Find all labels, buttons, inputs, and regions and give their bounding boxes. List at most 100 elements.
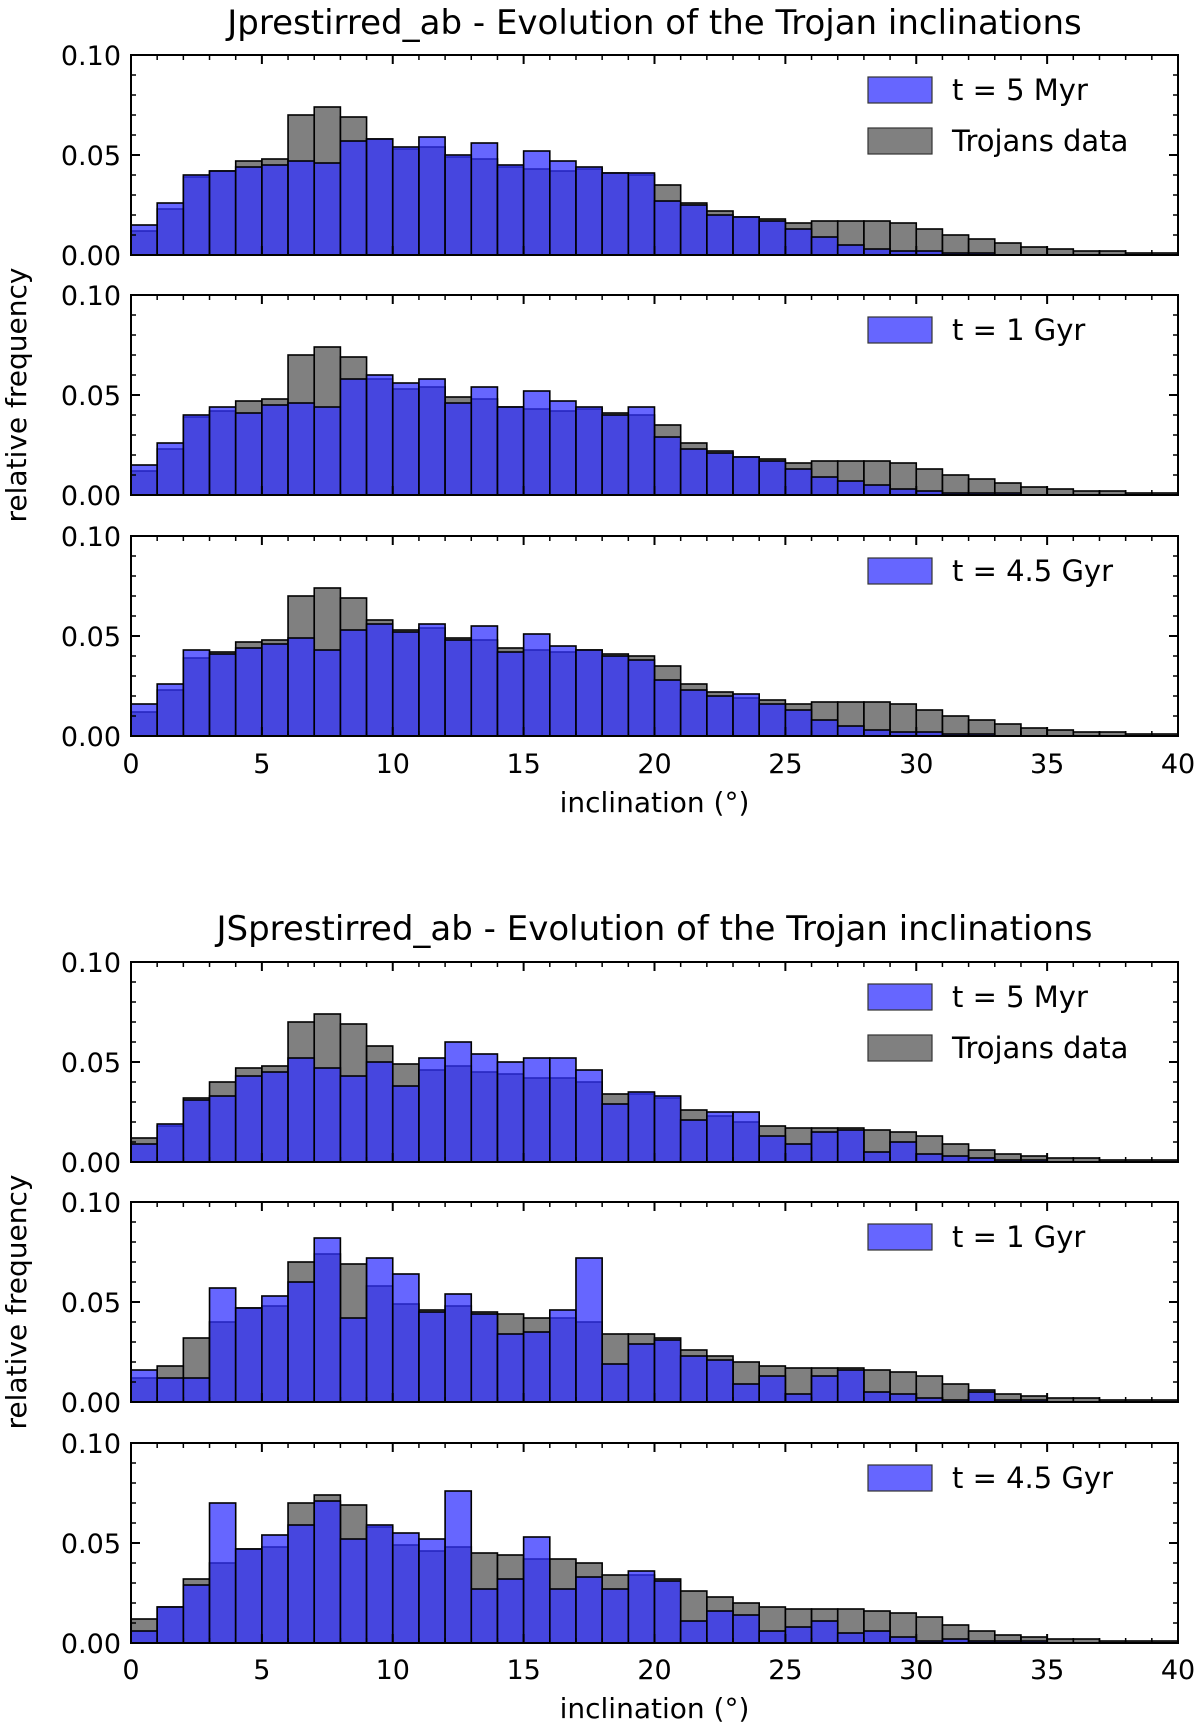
model-bar [496,1061,525,1163]
model-bar [444,1041,473,1163]
model-bar [706,1111,734,1163]
y-tick-label: 0.05 [61,141,121,172]
model-bar [836,1129,865,1163]
model-bar [863,1630,891,1644]
model-bar [522,1536,551,1644]
model-bar [391,1273,420,1403]
model-bar [365,1061,394,1163]
model-bar [391,1532,420,1644]
model-bar [653,1095,682,1163]
model-bar [130,1369,158,1403]
model-bar [758,1135,787,1163]
model-bar [784,1393,813,1403]
model-bar [653,1339,682,1403]
model-bar [627,659,656,737]
model-bar [496,1333,525,1403]
model-bar [208,1287,237,1403]
model-bar [470,1313,499,1403]
model-bar [208,1502,237,1644]
model-bar [339,1317,368,1403]
y-tick-label: 0.05 [61,1288,121,1319]
model-bar [548,1309,577,1403]
model-bar [548,1588,577,1644]
model-bar [758,703,787,737]
model-bar [496,406,525,496]
x-tick-label: 5 [253,1655,270,1686]
model-bar [575,1069,603,1163]
legend-swatch-trojans [867,127,933,155]
model-bar [601,172,630,256]
model-bar [365,1524,394,1644]
model-bar [784,1143,813,1163]
model-bar [889,1393,918,1403]
model-bar [810,1131,839,1163]
model-bar [784,468,813,496]
model-bar [261,1534,289,1644]
legend-swatch-trojans [867,1034,933,1062]
model-bar [261,404,289,496]
model-bar [863,484,891,496]
model-bar [156,1123,185,1163]
model-bar [182,414,211,496]
panel-3: 0.00 0.05 0.10 t = 4.5 Gyr [61,1429,1179,1660]
model-bar [156,442,185,496]
model-bar [418,623,446,737]
model-bar [679,1355,708,1403]
model-bar [313,162,342,256]
model-bar [810,476,839,496]
y-tick-label: 0.10 [61,281,121,312]
x-tick-label: 40 [1161,749,1195,780]
model-bar [601,414,630,496]
model-bar [470,625,499,737]
x-tick-label: 35 [1030,749,1064,780]
legend-label-trojans: Trojans data [951,124,1128,158]
model-bar [679,1620,708,1644]
trojans-bar [941,474,970,496]
panel-1: 0.00 0.05 0.10 t = 5 Myr Trojans data [61,41,1179,272]
model-bar [653,679,682,737]
model-bar [470,1588,499,1644]
model-bar [365,623,394,737]
model-bar [182,1584,211,1644]
y-axis-label: relative frequency [0,268,33,523]
model-bar [575,1576,603,1644]
model-bar [287,160,316,256]
model-bar [784,228,813,256]
panel-2: 0.00 0.05 0.10 t = 1 Gyr [61,1188,1179,1419]
model-bar [182,1099,211,1163]
y-tick-label: 0.05 [61,1048,121,1079]
x-axis-label: inclination (°) [560,1692,750,1725]
model-bar [548,400,577,496]
chart-group-2: JSprestirred_ab - Evolution of the Troja… [0,909,1195,1725]
legend-swatch-model [867,983,933,1011]
model-bar [601,1363,630,1403]
model-bar [758,220,787,256]
model-bar [627,406,656,496]
model-bar [182,649,211,737]
model-bar [444,1490,473,1644]
model-bar [627,1343,656,1403]
x-tick-label: 20 [637,1655,671,1686]
x-tick-label: 5 [253,749,270,780]
panel-1: 0.00 0.05 0.10 t = 5 Myr Trojans data [61,948,1179,1179]
model-bar [130,464,158,496]
y-tick-label: 0.00 [61,241,121,272]
model-bar [522,633,551,737]
model-bar [339,1538,368,1644]
model-bar [418,1311,446,1403]
model-bar [234,1307,263,1403]
model-bar [653,1580,682,1644]
model-bar [889,1141,918,1163]
model-bar [287,1057,316,1163]
model-bar [208,170,237,256]
y-tick-label: 0.10 [61,948,121,979]
legend-label-trojans: Trojans data [951,1031,1128,1065]
model-bar [418,1538,446,1644]
y-tick-label: 0.00 [61,1148,121,1179]
model-bar [234,647,263,737]
trojans-bar [1020,727,1048,737]
model-bar [391,1085,420,1163]
model-bar [601,1588,630,1644]
model-bar [470,1053,499,1163]
model-bar [391,631,420,737]
